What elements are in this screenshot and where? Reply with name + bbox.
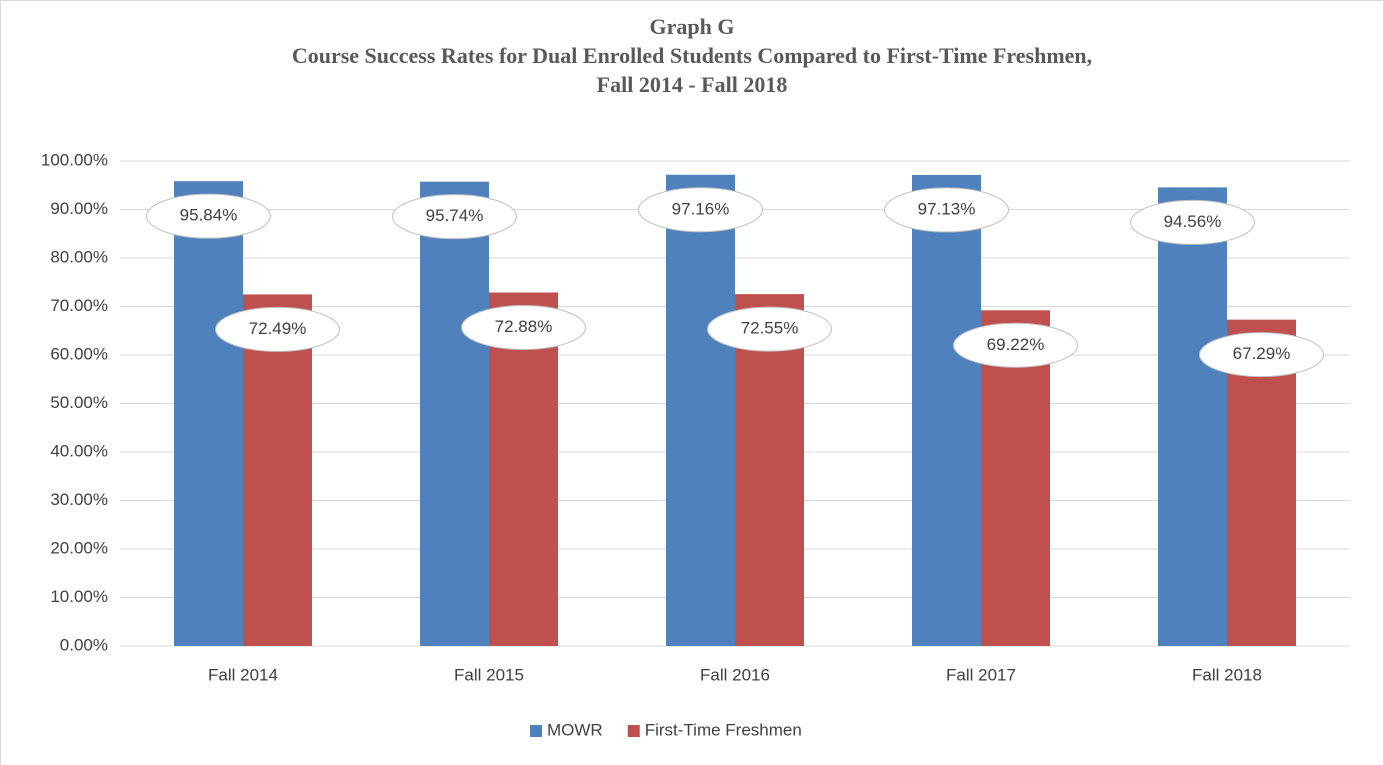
legend-swatch — [530, 725, 542, 737]
y-tick-label: 10.00% — [50, 587, 108, 606]
data-label-bubble — [392, 194, 517, 240]
y-tick-label: 20.00% — [50, 538, 108, 557]
data-label-bubble — [707, 306, 832, 352]
data-label: 72.55% — [741, 319, 799, 338]
bar — [243, 294, 312, 646]
y-tick-label: 0.00% — [60, 635, 108, 654]
bar — [666, 174, 735, 647]
bar — [1158, 187, 1227, 646]
data-label-bubble — [1199, 332, 1324, 378]
chart-title: Course Success Rates for Dual Enrolled S… — [292, 43, 1092, 68]
x-tick-label: Fall 2017 — [946, 665, 1016, 684]
bar — [489, 292, 558, 646]
x-tick-label: Fall 2016 — [700, 665, 770, 684]
y-tick-label: 70.00% — [50, 296, 108, 315]
data-label-bubble — [146, 193, 271, 239]
data-label: 97.13% — [918, 199, 976, 218]
data-label: 95.74% — [426, 206, 484, 225]
chart-title: Fall 2014 - Fall 2018 — [597, 72, 788, 97]
y-tick-label: 40.00% — [50, 441, 108, 460]
y-tick-label: 80.00% — [50, 247, 108, 266]
data-label: 95.84% — [180, 206, 238, 225]
bar — [420, 181, 489, 646]
x-tick-label: Fall 2018 — [1192, 665, 1262, 684]
x-tick-label: Fall 2014 — [208, 665, 278, 684]
legend-swatch — [627, 725, 640, 737]
bar — [735, 294, 804, 646]
data-label-bubble — [953, 322, 1078, 368]
legend-label: First-Time Freshmen — [645, 720, 802, 739]
data-label: 94.56% — [1164, 212, 1222, 231]
data-label-bubble — [1130, 199, 1255, 245]
data-label: 72.88% — [495, 317, 553, 336]
chart-title: Graph G — [650, 14, 735, 39]
data-label-bubble — [638, 187, 763, 233]
data-label: 67.29% — [1233, 344, 1291, 363]
y-tick-label: 100.00% — [41, 150, 108, 169]
bar — [912, 174, 981, 646]
y-tick-label: 90.00% — [50, 199, 108, 218]
data-label-bubble — [884, 187, 1009, 233]
y-tick-label: 50.00% — [50, 393, 108, 412]
legend-label: MOWR — [547, 720, 603, 739]
x-tick-label: Fall 2015 — [454, 665, 524, 684]
data-label: 72.49% — [249, 319, 307, 338]
y-tick-label: 30.00% — [50, 490, 108, 509]
data-label: 97.16% — [672, 199, 730, 218]
bar — [174, 181, 243, 646]
y-tick-label: 60.00% — [50, 344, 108, 363]
data-label-bubble — [461, 305, 586, 351]
data-label: 69.22% — [987, 335, 1045, 354]
data-label-bubble — [215, 306, 340, 352]
